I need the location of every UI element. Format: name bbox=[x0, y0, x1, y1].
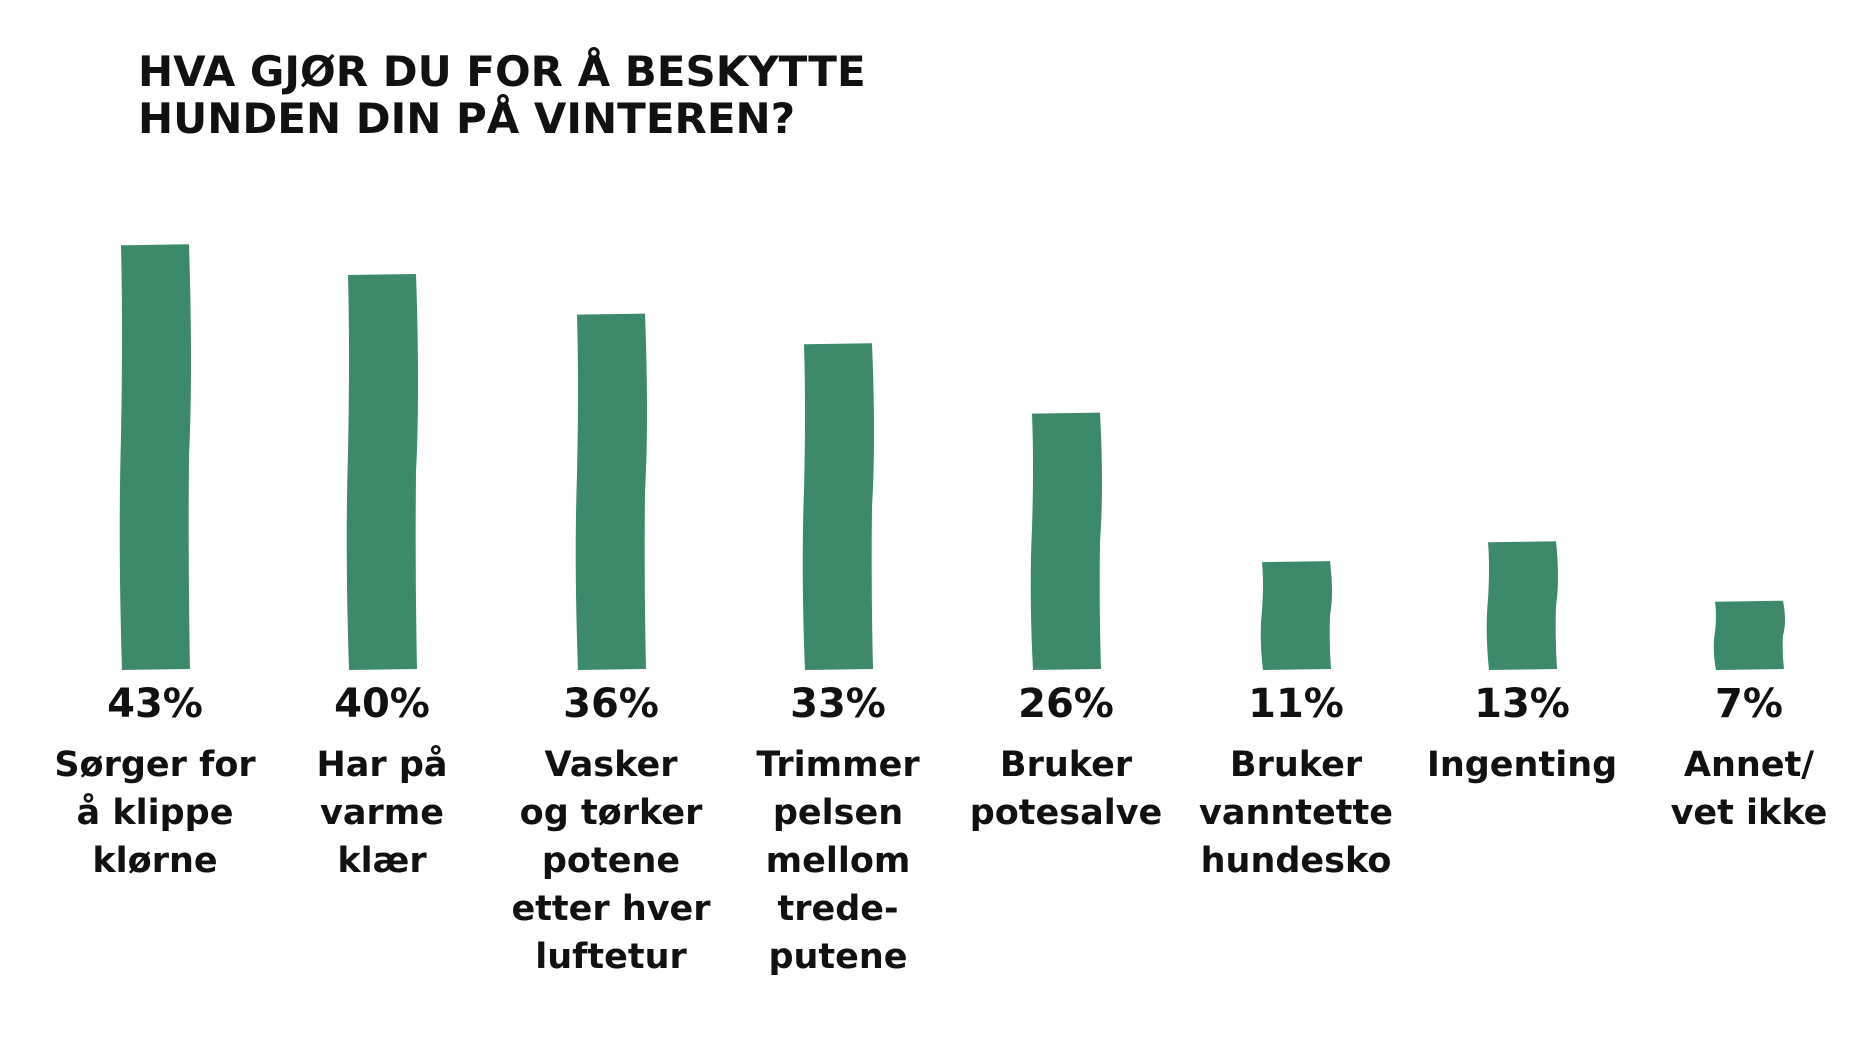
category-label-1: Sørger for å klippe klørne bbox=[54, 745, 256, 881]
category-label-7: Ingenting bbox=[1427, 745, 1617, 785]
category-label-4: Trimmer pelsen mellom trede-putene bbox=[756, 745, 920, 977]
bar-8 bbox=[1713, 600, 1785, 670]
category-label-4-line-4: trede- bbox=[777, 889, 898, 929]
category-label-3: Vasker og tørker potene etter hver luftetur bbox=[511, 745, 711, 977]
value-label-3: 36% bbox=[563, 681, 659, 727]
bar-2 bbox=[346, 274, 418, 670]
chart-title-line-1: HVA GJØR DU FOR Å BESKYTTE bbox=[138, 46, 866, 96]
value-label-2: 40% bbox=[334, 681, 430, 727]
category-label-5-line-1: Bruker bbox=[1000, 745, 1133, 785]
category-label-3-line-4: etter hver bbox=[511, 889, 711, 929]
value-label-7: 13% bbox=[1474, 681, 1570, 727]
category-label-2-line-3: klær bbox=[337, 841, 427, 881]
value-label-4: 33% bbox=[790, 681, 886, 727]
chart-title-line-2: HUNDEN DIN PÅ VINTEREN? bbox=[138, 93, 795, 143]
category-label-6-line-3: hundesko bbox=[1201, 841, 1392, 881]
bars-group bbox=[119, 244, 1785, 671]
category-label-8-line-2: vet ikke bbox=[1671, 793, 1828, 833]
category-label-2-line-1: Har på bbox=[316, 744, 447, 785]
category-label-4-line-3: mellom bbox=[766, 841, 911, 881]
category-label-2: Har på varme klær bbox=[316, 744, 447, 881]
category-label-1-line-1: Sørger for bbox=[54, 745, 256, 785]
bar-5 bbox=[1030, 412, 1102, 670]
category-label-2-line-2: varme bbox=[320, 793, 444, 833]
category-label-4-line-2: pelsen bbox=[773, 793, 903, 833]
category-label-4-line-1: Trimmer bbox=[756, 745, 920, 785]
value-labels-group: 43% 40% 36% 33% 26% 11% 13% 7% bbox=[107, 681, 1783, 727]
category-label-1-line-2: å klippe bbox=[77, 792, 234, 833]
category-label-5: Bruker potesalve bbox=[970, 745, 1163, 833]
bar-7 bbox=[1486, 541, 1558, 670]
bar-6 bbox=[1260, 561, 1332, 670]
value-label-1: 43% bbox=[107, 681, 203, 727]
value-label-8: 7% bbox=[1715, 681, 1783, 727]
category-label-8-line-1: Annet/ bbox=[1684, 745, 1814, 785]
category-label-3-line-2: og tørker bbox=[520, 793, 703, 833]
bar-3 bbox=[575, 313, 647, 670]
category-label-1-line-3: klørne bbox=[92, 841, 217, 881]
category-label-6-line-2: vanntette bbox=[1199, 793, 1393, 833]
category-label-6: Bruker vanntette hundesko bbox=[1199, 745, 1393, 881]
value-label-6: 11% bbox=[1248, 681, 1344, 727]
category-labels-group: Sørger for å klippe klørne Har på varme klær V… bbox=[54, 744, 1827, 977]
category-label-4-line-5: putene bbox=[768, 937, 907, 977]
value-label-5: 26% bbox=[1018, 681, 1114, 727]
bar-4 bbox=[802, 343, 874, 670]
category-label-8: Annet/vet ikke bbox=[1671, 745, 1828, 833]
category-label-6-line-1: Bruker bbox=[1230, 745, 1363, 785]
category-label-3-line-1: Vasker bbox=[545, 745, 679, 785]
category-label-7-line-1: Ingenting bbox=[1427, 745, 1617, 785]
bar-1 bbox=[119, 244, 191, 671]
category-label-3-line-5: luftetur bbox=[535, 937, 687, 977]
category-label-5-line-2: potesalve bbox=[970, 793, 1163, 833]
category-label-3-line-3: potene bbox=[542, 841, 680, 881]
